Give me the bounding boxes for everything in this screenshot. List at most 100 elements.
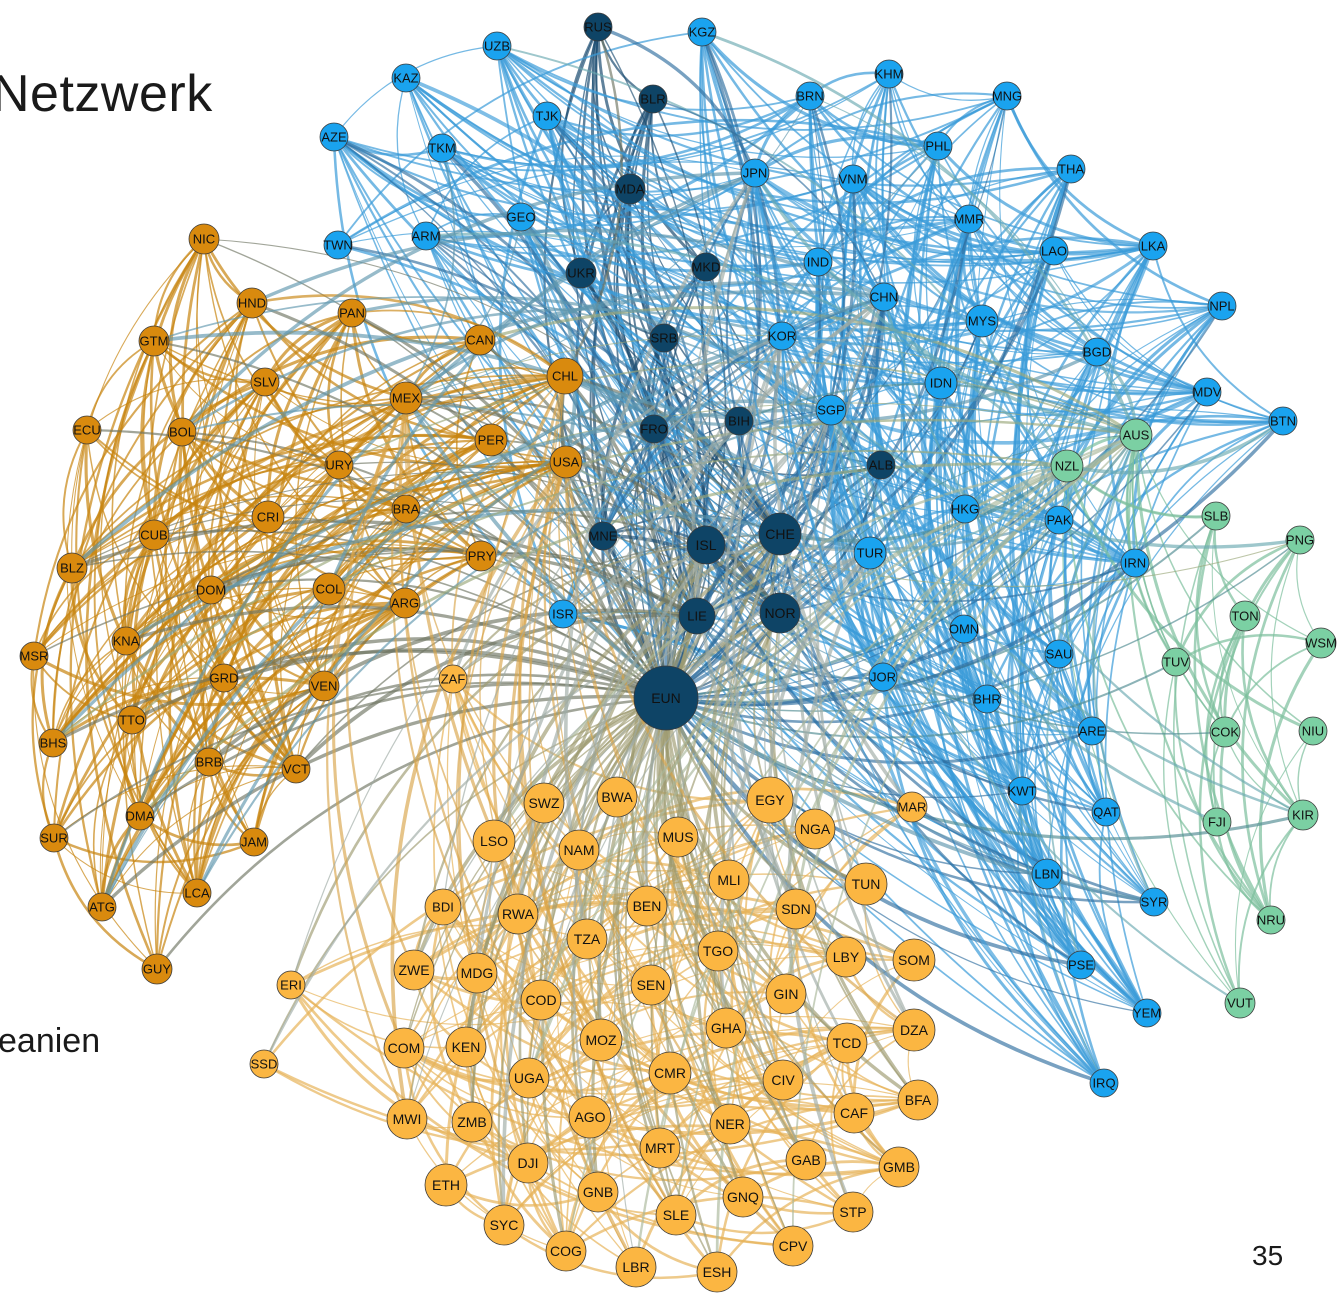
node-circle: [424, 1163, 468, 1207]
node-wsm: WSM: [1305, 627, 1337, 659]
node-label: SGP: [817, 403, 844, 418]
edge-KOR-ZAF: [451, 334, 783, 680]
node-label: KNA: [113, 634, 140, 649]
node-label: LBY: [833, 949, 860, 965]
edge-HND-MSR: [32, 302, 253, 657]
edge-TJK-BRN: [546, 94, 811, 137]
node-circle: [451, 1101, 493, 1143]
node-circle: [472, 819, 516, 863]
edge-JPN-JOR: [744, 172, 884, 678]
node-ukr: UKR: [565, 257, 597, 289]
node-label: BDI: [432, 900, 454, 915]
node-circle: [1202, 807, 1232, 837]
node-circle: [251, 500, 285, 534]
edge-BFA-GNB: [597, 1094, 919, 1193]
node-eun: EUN: [633, 665, 699, 731]
node-circle: [596, 776, 638, 818]
node-gnb: GNB: [577, 1171, 619, 1213]
node-label: SDN: [781, 901, 811, 917]
edge-GHA-COM: [403, 1001, 727, 1049]
node-circle: [1044, 505, 1074, 535]
edge-NPL-IDN: [940, 300, 1223, 384]
edge-EUN-SGP: [665, 409, 833, 699]
node-circle: [56, 552, 88, 584]
node-gab: GAB: [785, 1139, 827, 1181]
edge-KOR-GNB: [572, 335, 783, 1193]
edge-KOR-IRQ: [781, 335, 1105, 1084]
edge-SLB-TON: [1213, 515, 1246, 617]
node-circle: [705, 1007, 747, 1049]
node-label: BTN: [1270, 414, 1296, 429]
node-zmb: ZMB: [451, 1101, 493, 1143]
edge-SGP-BHS: [51, 408, 832, 745]
edge-NZL-LSO: [492, 464, 1068, 842]
edge-MEX-CPV: [404, 397, 795, 1248]
node-label: IND: [807, 255, 829, 270]
node-label: GHA: [711, 1020, 742, 1036]
node-label: GIN: [774, 986, 799, 1002]
node-label: SLE: [663, 1207, 689, 1223]
edge-NIC-VEN: [195, 238, 325, 687]
edge-CHN-MEX: [405, 281, 885, 400]
node-rus: RUS: [583, 12, 613, 42]
edge-TUN-UGA: [528, 882, 867, 1079]
node-label: COM: [388, 1040, 421, 1056]
node-circle: [465, 540, 497, 572]
node-label: CMR: [654, 1065, 686, 1081]
node-circle: [548, 599, 578, 629]
node-bhs: BHS: [38, 728, 68, 758]
node-tun: TUN: [844, 862, 888, 906]
edge-MOZ-SYC: [502, 1039, 602, 1226]
edge-CHE-ESH: [663, 533, 782, 1273]
node-can: CAN: [464, 324, 496, 356]
node-eri: ERI: [276, 970, 306, 1000]
node-circle: [188, 223, 220, 255]
node-label: ISR: [552, 607, 574, 622]
edge-URY-GUY: [154, 464, 340, 970]
edge-USA-MDG: [455, 461, 567, 974]
edge-VNM-IRN: [851, 178, 1136, 564]
edge-TKM-VNM: [441, 147, 854, 211]
node-label: MKD: [692, 260, 721, 275]
edge-MDV-YEM: [1104, 391, 1208, 1014]
node-niu: NIU: [1298, 716, 1328, 746]
node-hnd: HND: [236, 287, 268, 319]
node-aus: AUS: [1119, 418, 1153, 452]
node-circle: [657, 816, 699, 858]
node-ven: VEN: [308, 670, 340, 702]
node-label: GUY: [143, 962, 172, 977]
node-label: MOZ: [585, 1032, 617, 1048]
node-cub: CUB: [138, 519, 170, 551]
node-label: ARM: [412, 229, 441, 244]
node-circle: [1192, 377, 1222, 407]
node-circle: [869, 282, 899, 312]
edge-BFA-DJI: [527, 1082, 919, 1164]
edge-TUR-LBN: [868, 552, 1049, 876]
edge-COM-CPV: [403, 1047, 794, 1247]
edge-VEN-DMA: [139, 685, 325, 817]
edge-PHL-TWN: [337, 118, 939, 247]
edge-COM-SYC: [402, 1047, 505, 1227]
node-circle: [138, 325, 170, 357]
edge-MMR-IND: [817, 215, 970, 263]
edge-SLB-VUT: [1172, 515, 1241, 1004]
edge-LAO-BTN: [1053, 250, 1284, 422]
edge-LKA-BTN: [1152, 245, 1284, 422]
node-bih: BIH: [724, 406, 754, 436]
edge-EUN-OMN: [665, 627, 965, 707]
node-circle: [874, 59, 904, 89]
edge-TUR-ARM: [425, 235, 871, 554]
node-sgp: SGP: [815, 394, 847, 426]
node-label: NER: [715, 1116, 745, 1132]
node-circle: [923, 131, 953, 161]
node-circle: [1209, 716, 1241, 748]
edge-EUN-BOL: [181, 430, 667, 699]
edge-CHN-TUN: [809, 296, 885, 885]
edge-NZL-BTN: [1066, 419, 1285, 475]
edge-TON-VUT: [1198, 615, 1247, 1004]
edge-EUN-SUR: [53, 681, 667, 839]
edge-RWA-COG: [500, 913, 567, 1252]
edge-CHL-KNA: [124, 374, 566, 642]
node-circle: [1132, 998, 1162, 1028]
edge-LKA-IRN: [1107, 245, 1155, 564]
